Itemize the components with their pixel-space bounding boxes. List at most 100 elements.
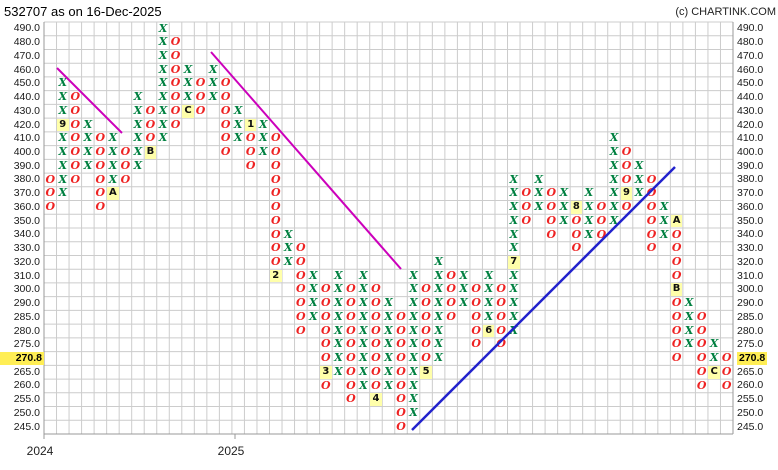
pf-o-glyph: O bbox=[546, 213, 557, 227]
pf-x-glyph: X bbox=[384, 323, 393, 337]
y-axis-label-right-420.0: 420.0 bbox=[737, 118, 764, 131]
pf-o-glyph: O bbox=[696, 378, 707, 392]
pf-o-glyph: O bbox=[496, 309, 507, 323]
pf-x-glyph: X bbox=[409, 296, 418, 310]
pf-x-glyph: X bbox=[233, 103, 243, 117]
x-axis-year-2024: 2024 bbox=[26, 444, 54, 458]
y-axis-label-right-330.0: 330.0 bbox=[737, 242, 764, 255]
pf-x-glyph: X bbox=[58, 186, 68, 200]
pf-x-glyph: X bbox=[509, 241, 519, 255]
pf-o-glyph: O bbox=[371, 323, 381, 337]
pf-o-glyph: O bbox=[646, 200, 657, 214]
pf-x-glyph: X bbox=[384, 309, 393, 323]
pf-x-glyph: X bbox=[484, 296, 493, 310]
y-axis-label-left-430.0: 430.0 bbox=[13, 104, 40, 117]
y-axis-label-right-260.0: 260.0 bbox=[737, 379, 764, 392]
pf-x-glyph: X bbox=[359, 296, 368, 310]
pf-x-glyph: X bbox=[659, 227, 669, 241]
pf-x-glyph: X bbox=[559, 213, 569, 227]
pf-o-glyph: O bbox=[421, 337, 431, 351]
pf-o-glyph: O bbox=[521, 186, 532, 200]
y-axis-label-right-400.0: 400.0 bbox=[737, 145, 764, 158]
y-axis-label-right-285.0: 285.0 bbox=[737, 310, 764, 323]
pf-x-glyph: X bbox=[334, 364, 343, 378]
pf-x-glyph: X bbox=[83, 158, 93, 172]
pf-x-glyph: X bbox=[309, 282, 318, 296]
pf-x-glyph: X bbox=[158, 103, 168, 117]
y-axis-label-left-340.0: 340.0 bbox=[13, 228, 40, 241]
pf-o-glyph: O bbox=[346, 296, 356, 310]
y-axis-label-right-320.0: 320.0 bbox=[737, 255, 764, 268]
y-axis-label-right-480.0: 480.0 bbox=[737, 36, 764, 49]
uptrend-line bbox=[411, 166, 676, 431]
pf-o-glyph: O bbox=[396, 419, 406, 433]
pf-x-glyph: X bbox=[83, 145, 93, 159]
pf-x-glyph: X bbox=[384, 364, 393, 378]
pf-o-glyph: O bbox=[195, 76, 206, 90]
pf-x-glyph: X bbox=[684, 323, 694, 337]
pf-o-glyph: O bbox=[346, 378, 356, 392]
pf-o-glyph: O bbox=[396, 406, 406, 420]
pf-x-glyph: X bbox=[584, 213, 594, 227]
pf-o-glyph: O bbox=[646, 227, 657, 241]
pf-o-glyph: O bbox=[721, 351, 732, 365]
pf-x-glyph: X bbox=[509, 200, 519, 214]
pf-o-glyph: O bbox=[145, 103, 156, 117]
pf-x-glyph: X bbox=[158, 21, 168, 35]
y-axis-label-right-310.0: 310.0 bbox=[737, 269, 764, 282]
pf-o-glyph: O bbox=[621, 172, 632, 186]
pf-o-glyph: O bbox=[671, 351, 682, 365]
y-axis-label-left-360.0: 360.0 bbox=[13, 200, 40, 213]
pf-x-glyph: X bbox=[559, 186, 569, 200]
pf-x-glyph: X bbox=[359, 323, 368, 337]
pf-x-glyph: X bbox=[208, 90, 218, 104]
pf-x-glyph: X bbox=[108, 172, 118, 186]
pf-x-glyph: X bbox=[359, 282, 368, 296]
pf-o-glyph: O bbox=[321, 351, 331, 365]
pf-x-glyph: X bbox=[459, 296, 468, 310]
pf-x-glyph: X bbox=[359, 364, 368, 378]
pf-o-glyph: O bbox=[70, 131, 81, 145]
pf-o-glyph: O bbox=[95, 200, 106, 214]
pf-o-glyph: O bbox=[321, 323, 331, 337]
pf-o-glyph: O bbox=[70, 158, 81, 172]
pf-o-glyph: O bbox=[220, 117, 231, 131]
pf-x-glyph: X bbox=[258, 117, 268, 131]
pf-o-glyph: O bbox=[70, 90, 81, 104]
pf-o-glyph: O bbox=[396, 323, 406, 337]
month-marker-B: B bbox=[144, 146, 157, 159]
pf-x-glyph: X bbox=[58, 90, 68, 104]
pf-o-glyph: O bbox=[346, 337, 356, 351]
pf-o-glyph: O bbox=[671, 323, 682, 337]
pf-x-glyph: X bbox=[409, 268, 418, 282]
pf-x-glyph: X bbox=[409, 323, 418, 337]
y-axis-label-right-250.0: 250.0 bbox=[737, 406, 764, 419]
y-axis-label-left-480.0: 480.0 bbox=[13, 36, 40, 49]
month-marker-B: B bbox=[670, 283, 683, 297]
last-price-label-right: 270.8 bbox=[737, 351, 768, 365]
pf-x-glyph: X bbox=[509, 309, 519, 323]
pf-o-glyph: O bbox=[145, 131, 156, 145]
month-marker-6: 6 bbox=[482, 324, 495, 338]
pf-x-glyph: X bbox=[409, 364, 418, 378]
month-marker-7: 7 bbox=[508, 255, 520, 269]
pf-o-glyph: O bbox=[696, 364, 707, 378]
pf-o-glyph: O bbox=[120, 145, 131, 159]
y-axis-label-left-450.0: 450.0 bbox=[13, 77, 40, 90]
pf-x-glyph: X bbox=[133, 158, 143, 172]
pf-o-glyph: O bbox=[220, 90, 231, 104]
y-axis-label-right-290.0: 290.0 bbox=[737, 297, 764, 310]
pf-x-glyph: X bbox=[158, 62, 168, 76]
pf-o-glyph: O bbox=[195, 103, 206, 117]
pf-x-glyph: X bbox=[484, 282, 493, 296]
pf-x-glyph: X bbox=[334, 323, 343, 337]
pf-o-glyph: O bbox=[70, 145, 81, 159]
pf-o-glyph: O bbox=[321, 296, 331, 310]
pf-o-glyph: O bbox=[95, 172, 106, 186]
pf-o-glyph: O bbox=[396, 351, 406, 365]
pf-o-glyph: O bbox=[496, 337, 507, 351]
pf-o-glyph: O bbox=[120, 172, 131, 186]
